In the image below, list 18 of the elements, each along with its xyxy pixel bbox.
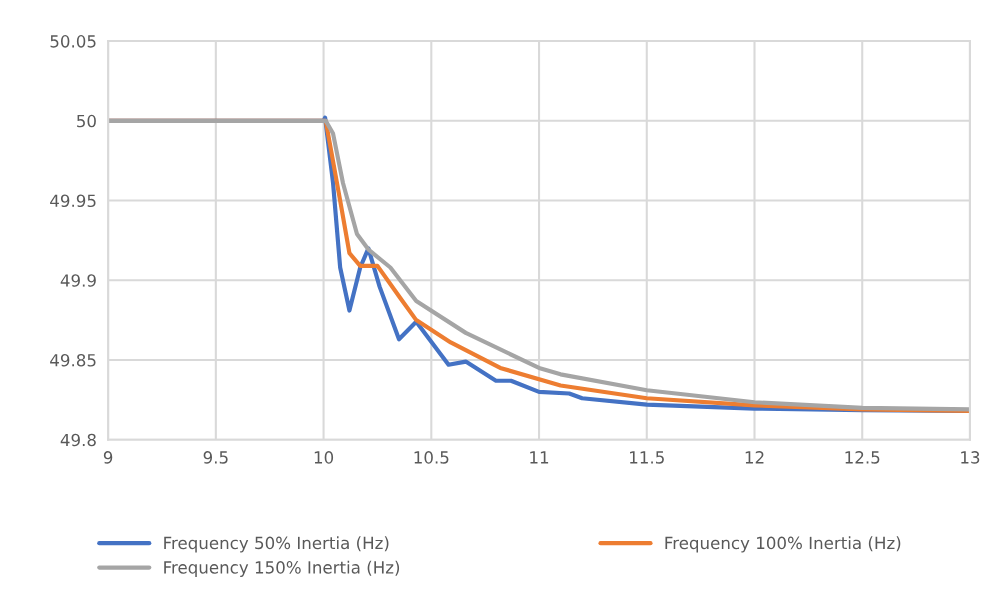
x-tick-label: 9 [103,451,113,464]
x-tick-label: 12.5 [845,451,880,464]
x-tick-label: 10 [314,451,334,464]
legend-label: Frequency 50% Inertia (Hz) [164,536,389,553]
x-tick-label: 9.5 [203,451,228,464]
y-tick-label: 49.9 [60,274,96,287]
x-tick-label: 13 [961,451,980,464]
x-tick-label: 12 [745,451,764,464]
x-tick-label: 10.5 [414,451,449,464]
legend-label: Frequency 150% Inertia (Hz) [164,560,400,577]
x-tick-label: 11.5 [630,451,664,464]
legend-label: Frequency 100% Inertia (Hz) [665,536,901,553]
y-tick-label: 49.85 [50,353,96,367]
y-tick-label: 50.05 [50,35,96,48]
y-tick-label: 50 [77,114,96,128]
y-tick-label: 49.95 [50,194,96,208]
y-tick-label: 49.8 [60,433,96,447]
x-tick-label: 11 [530,451,549,464]
